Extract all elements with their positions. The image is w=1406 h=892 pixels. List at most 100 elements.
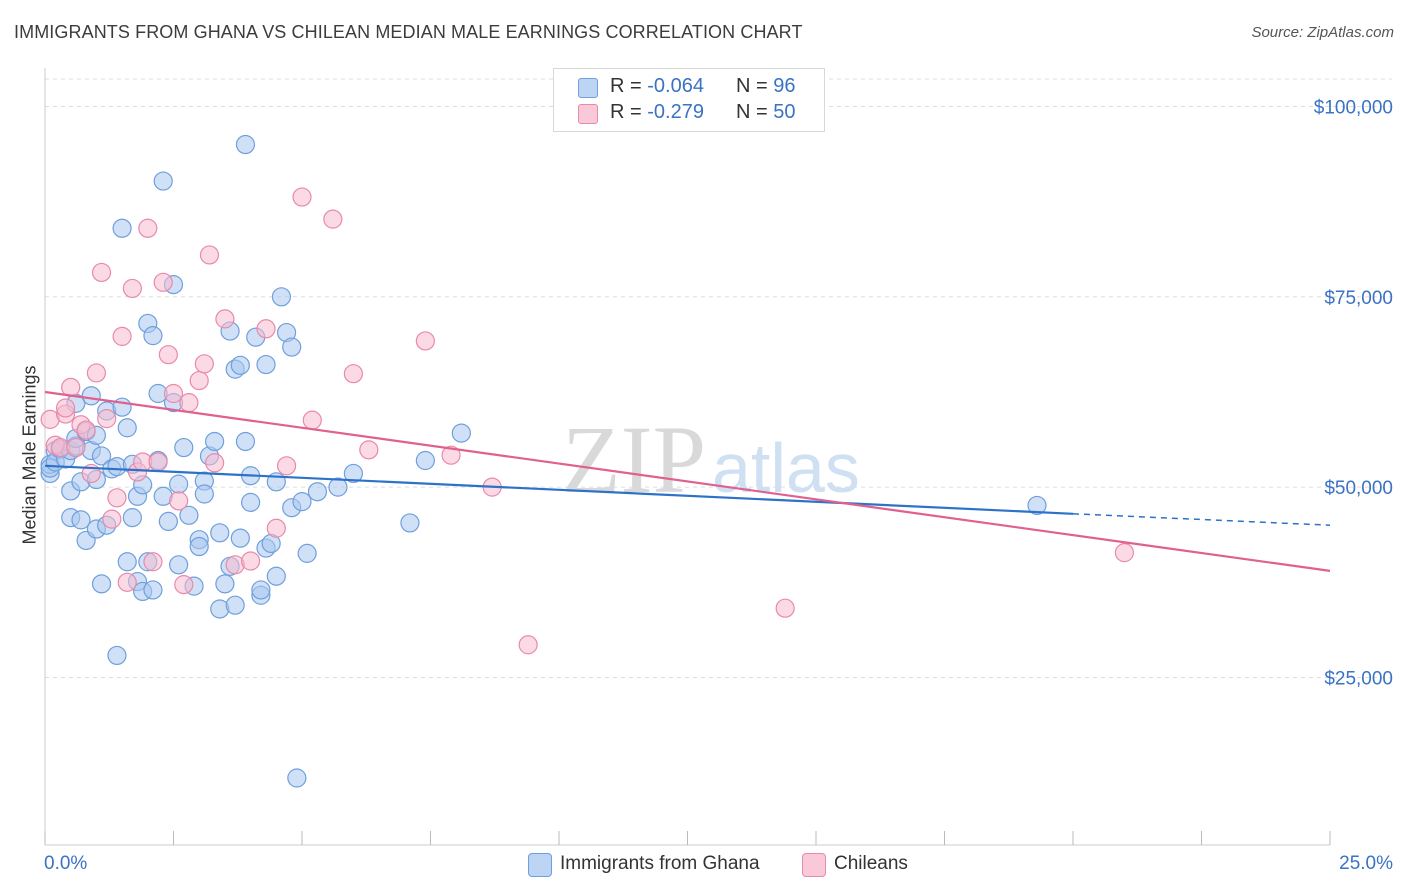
correlation-legend: R = -0.064 N = 96 R = -0.279 N = 50 [553, 68, 825, 132]
grid-layer [45, 78, 1392, 678]
ghana-point [179, 505, 199, 525]
legend-r-label: R = [610, 101, 642, 123]
x-tick-label-max: 25.0% [1339, 853, 1393, 874]
ghana-point [297, 543, 317, 563]
chileans-point [102, 509, 122, 529]
ghana-point [153, 171, 173, 191]
y-tick-label: $100,000 [1314, 97, 1393, 118]
series-chileans-points [40, 187, 1135, 655]
chileans-point [91, 262, 112, 283]
trend-lines [44, 390, 1331, 572]
ghana-point [1027, 495, 1047, 516]
chileans-point [97, 409, 117, 429]
ghana-point [292, 492, 312, 512]
ghana-point [266, 566, 286, 586]
chart-title: IMMIGRANTS FROM GHANA VS CHILEAN MEDIAN … [14, 22, 803, 42]
ghana-point [143, 580, 163, 600]
ghana-point [230, 528, 250, 548]
ghana-point [400, 513, 420, 533]
series-legend-label-ghana: Immigrants from Ghana [560, 853, 760, 874]
ghana-point [205, 431, 225, 452]
chileans-trend-line [44, 390, 1331, 572]
ghana-point [91, 446, 112, 466]
chileans-point [122, 278, 142, 299]
chileans-point [323, 209, 343, 229]
ghana-point [235, 431, 256, 452]
ghana-point [235, 134, 256, 155]
legend-n-label: N = [736, 75, 768, 97]
chileans-point [107, 488, 127, 508]
watermark-zip: ZIP [562, 406, 706, 513]
ghana-point [256, 354, 276, 375]
chileans-point [174, 575, 194, 595]
ghana-point [143, 326, 163, 346]
watermark-atlas: atlas [712, 429, 860, 507]
chileans-point [359, 440, 379, 460]
chileans-point [256, 319, 276, 339]
ghana-point [415, 450, 435, 471]
chileans-point [112, 326, 132, 346]
chileans-point [343, 364, 363, 384]
legend-n-label: N = [736, 101, 768, 123]
chileans-point [148, 452, 168, 472]
chileans-point [1114, 543, 1135, 563]
series-ghana-points [40, 134, 1047, 788]
ghana-point [343, 463, 363, 484]
ghana-point [328, 477, 348, 497]
legend-r-label: R = [610, 75, 642, 97]
ghana-point [215, 574, 235, 594]
chileans-point [153, 272, 173, 292]
chileans-point [55, 398, 76, 418]
ghana-point [210, 523, 230, 543]
x-tick-label-min: 0.0% [44, 853, 87, 874]
ghana-point [225, 595, 245, 615]
ghana-point [107, 645, 127, 666]
chileans-point [194, 354, 214, 374]
ghana-point [230, 355, 250, 375]
chileans-point [158, 345, 178, 365]
series-legend-swatch-chileans [802, 853, 826, 877]
ghana-point [81, 386, 101, 406]
chileans-point [775, 598, 795, 618]
chileans-point [179, 393, 199, 413]
ghana-point [158, 511, 178, 532]
chileans-point [276, 456, 297, 476]
chileans-point [117, 572, 137, 592]
chileans-point [266, 518, 286, 538]
legend-r-value-ghana: -0.064 [647, 75, 704, 97]
ghana-point [307, 482, 328, 502]
chileans-point [215, 309, 235, 329]
series-legend: Immigrants from Ghana Chileans [0, 852, 1406, 878]
chileans-point [76, 420, 96, 440]
series-legend-swatch-ghana [528, 853, 552, 877]
chileans-point [518, 635, 538, 655]
ghana-point [122, 508, 142, 528]
ghana-point [112, 218, 132, 238]
ghana-point [287, 768, 307, 788]
chileans-point [143, 552, 163, 572]
chileans-point [441, 445, 461, 465]
y-tick-label: $25,000 [1324, 668, 1393, 689]
legend-swatch-ghana [578, 78, 598, 98]
chileans-point [66, 437, 86, 458]
y-tick-label: $75,000 [1324, 288, 1393, 309]
ghana-point [174, 437, 194, 458]
chileans-point [415, 331, 435, 351]
chileans-point [189, 370, 209, 391]
chileans-point [241, 551, 261, 571]
chileans-point [199, 245, 220, 265]
ghana-point [117, 418, 137, 438]
y-axis-label: Median Male Earnings [19, 365, 40, 545]
series-legend-label-chileans: Chileans [834, 853, 908, 874]
chileans-point [292, 187, 312, 207]
chileans-point [163, 383, 184, 404]
ghana-trend-extension [1072, 513, 1331, 526]
ghana-point [189, 536, 209, 557]
ghana-point [251, 580, 271, 600]
ghana-point [169, 555, 189, 575]
ghana-point [241, 492, 261, 512]
ghana-point [169, 474, 189, 494]
ghana-point [71, 510, 91, 530]
chileans-point [86, 363, 107, 383]
